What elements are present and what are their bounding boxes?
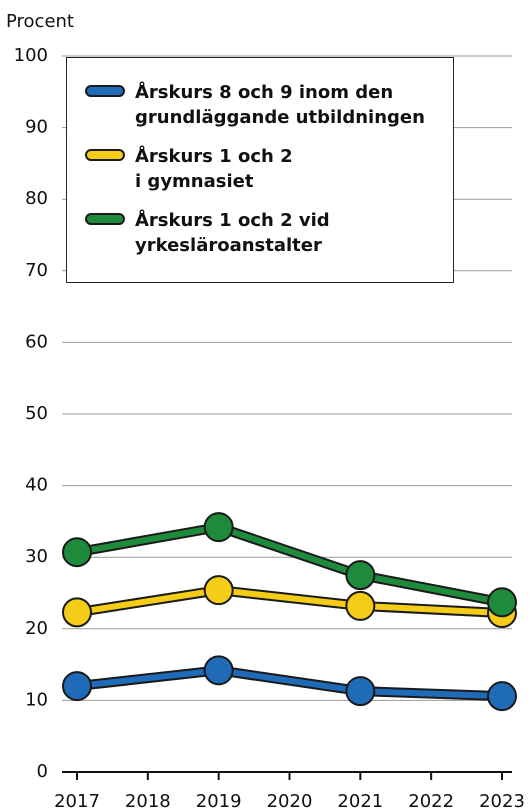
point [62, 537, 92, 568]
x-tick-label: 2018 [125, 791, 171, 811]
legend-item: Årskurs 1 och 2 i gymnasiet [85, 144, 453, 194]
y-tick-label: 60 [25, 331, 48, 352]
y-tick-label: 40 [25, 475, 48, 496]
point [487, 681, 517, 712]
point [345, 590, 376, 621]
point [203, 655, 234, 686]
y-axis-label: Procent [6, 11, 74, 32]
y-tick-label: 80 [25, 188, 48, 209]
y-tick-label: 100 [14, 45, 48, 66]
y-tick-label: 30 [25, 546, 48, 567]
legend-label: Årskurs 1 och 2 vid yrkesläroanstalter [135, 210, 330, 256]
x-tick-label: 2021 [337, 791, 383, 811]
point [62, 597, 92, 628]
y-tick-label: 20 [25, 618, 48, 639]
legend-swatch [85, 213, 125, 225]
y-tick-label: 70 [25, 260, 48, 281]
x-tick-label: 2022 [408, 791, 454, 811]
point [345, 560, 376, 591]
x-tick-label: 2023 [479, 791, 525, 811]
y-tick-label: 10 [25, 689, 48, 710]
point [487, 587, 517, 618]
x-tick-label: 2020 [267, 791, 313, 811]
legend-label: Årskurs 1 och 2 i gymnasiet [135, 146, 293, 192]
y-tick-label: 90 [25, 117, 48, 138]
y-tick-label: 50 [25, 403, 48, 424]
y-tick-label: 0 [37, 761, 48, 782]
legend-item: Årskurs 1 och 2 vid yrkesläroanstalter [85, 208, 453, 258]
legend-label: Årskurs 8 och 9 inom den grundläggande u… [135, 82, 425, 128]
point [62, 671, 92, 702]
legend: Årskurs 8 och 9 inom den grundläggande u… [66, 57, 454, 283]
x-tick-label: 2019 [196, 791, 242, 811]
series-line [76, 667, 503, 700]
series-line [76, 524, 503, 606]
x-tick-label: 2017 [54, 791, 100, 811]
point [203, 512, 234, 543]
point [345, 676, 376, 707]
series-line [76, 587, 503, 617]
legend-item: Årskurs 8 och 9 inom den grundläggande u… [85, 80, 453, 130]
legend-swatch [85, 85, 125, 97]
legend-swatch [85, 149, 125, 161]
point [203, 575, 234, 606]
